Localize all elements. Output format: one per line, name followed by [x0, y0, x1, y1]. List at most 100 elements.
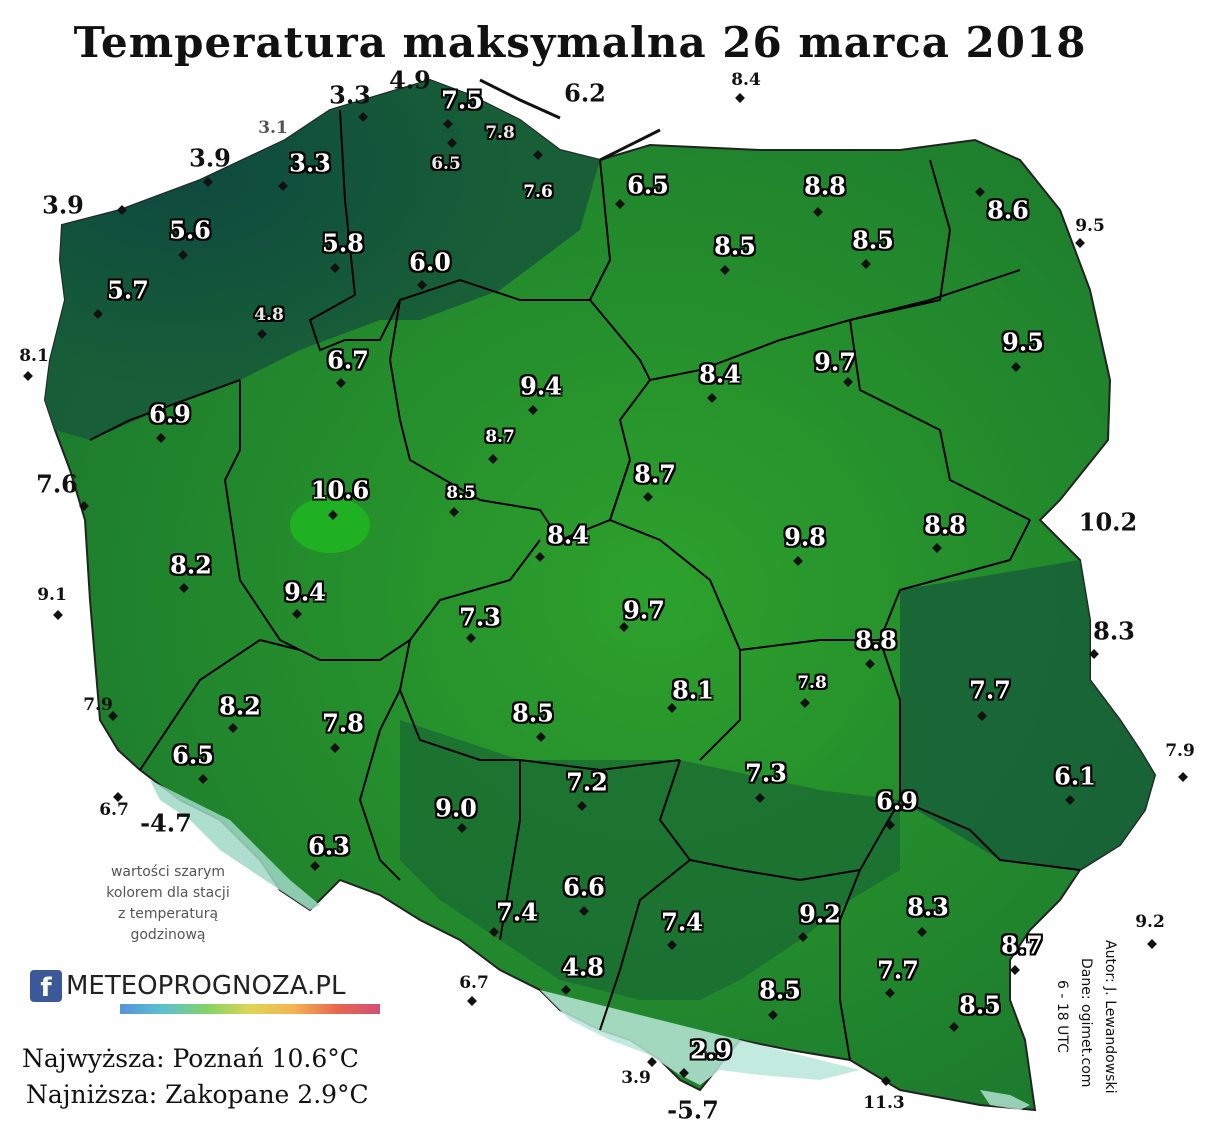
station-temperature: 5.8 [322, 228, 364, 258]
logo-text: METEOPROGNOZA.PL [66, 971, 346, 1001]
station-temperature: 8.4 [547, 520, 589, 550]
station-temperature: 8.2 [170, 550, 212, 580]
credits: Autor: J. Lewandowski Dane: ogimet.com 6… [1000, 940, 1140, 1120]
station-temperature: 7.9 [83, 695, 113, 715]
station-temperature: 9.2 [799, 899, 841, 929]
station-temperature: 9.1 [37, 585, 67, 605]
station-temperature: 6.3 [308, 831, 350, 861]
station-temperature: 8.8 [924, 510, 966, 540]
station-temperature: 6.7 [327, 345, 369, 375]
facebook-icon[interactable]: f [30, 970, 62, 1003]
station-temperature: 8.7 [485, 427, 515, 447]
note-line: kolorem dla stacji [106, 885, 230, 901]
tatra-mountains [540, 990, 860, 1085]
time-range: 6 - 18 UTC [1054, 980, 1070, 1053]
author-credit: Autor: J. Lewandowski [1102, 940, 1118, 1094]
station-temperature: 6.0 [409, 247, 451, 277]
station-temperature: 9.8 [784, 522, 826, 552]
station-temperature: 7.9 [1165, 741, 1195, 761]
gray-values-note: wartości szarym kolorem dla stacji z tem… [88, 862, 248, 946]
hel-peninsula [479, 78, 561, 120]
station-temperature: 9.4 [284, 577, 326, 607]
station-temperature: -4.7 [140, 808, 192, 838]
station-temperature: 8.4 [731, 70, 761, 90]
sudety-mountains [150, 780, 320, 910]
station-temperature: 7.6 [36, 469, 78, 499]
station-temperature: 7.6 [523, 182, 553, 202]
station-temperature: 3.9 [42, 190, 84, 220]
station-temperature: 9.5 [1075, 216, 1105, 236]
station-temperature: 4.8 [254, 305, 284, 325]
station-temperature: 8.7 [1001, 930, 1043, 960]
note-line: z temperaturą [117, 906, 219, 922]
station-temperature: 6.5 [172, 740, 214, 770]
station-temperature: 7.5 [441, 85, 483, 115]
station-temperature: 9.7 [814, 347, 856, 377]
northwest-dark-region [45, 80, 600, 440]
note-line: godzinową [130, 927, 206, 943]
station-temperature: -5.7 [667, 1095, 719, 1125]
data-source: Dane: ogimet.com [1078, 958, 1094, 1088]
station-temperature: 8.5 [959, 990, 1001, 1020]
map-title: Temperatura maksymalna 26 marca 2018 [73, 18, 1087, 67]
station-temperature: 6.9 [149, 399, 191, 429]
station-temperature: 9.4 [520, 371, 562, 401]
station-temperature: 3.1 [258, 118, 288, 138]
station-temperature: 8.6 [987, 195, 1029, 225]
voivodeship-borders [89, 109, 1081, 1061]
station-temperature: 8.3 [1093, 616, 1135, 646]
station-temperature: 8.5 [512, 698, 554, 728]
bieszczady-mountains [980, 1090, 1030, 1110]
station-temperature: 8.5 [446, 483, 476, 503]
station-temperature: 9.5 [1002, 327, 1044, 357]
station-temperature: 6.2 [564, 78, 606, 108]
station-temperature: 3.3 [289, 148, 331, 178]
station-temperature: 5.6 [169, 215, 211, 245]
station-temperature: 4.9 [389, 65, 431, 95]
station-temperature: 3.9 [621, 1068, 651, 1088]
southeast-dark-region [900, 560, 1155, 870]
station-temperature: 10.2 [1078, 507, 1138, 537]
station-temperature: 8.5 [759, 975, 801, 1005]
station-temperature: 6.9 [876, 786, 918, 816]
station-temperature: 8.7 [634, 459, 676, 489]
station-temperature: 8.3 [907, 892, 949, 922]
station-temperature: 7.8 [322, 708, 364, 738]
vistula-spit [599, 128, 661, 162]
logo-color-bar [120, 1004, 380, 1014]
station-temperature: 7.7 [969, 675, 1011, 705]
highest-temperature: Najwyższa: Poznań 10.6°C [22, 1044, 359, 1073]
note-line: wartości szarym [110, 864, 226, 880]
station-temperature: 7.3 [745, 758, 787, 788]
station-temperature: 8.2 [219, 691, 261, 721]
meteoprognoza-logo[interactable]: f METEOPROGNOZA.PL [30, 968, 345, 1004]
station-temperature: 9.7 [623, 595, 665, 625]
station-temperature: 3.9 [189, 143, 231, 173]
station-temperature: 8.1 [19, 346, 49, 366]
station-temperature: 3.3 [329, 80, 371, 110]
station-temperature: 7.8 [797, 673, 827, 693]
station-temperature: 9.2 [1135, 912, 1165, 932]
station-temperature: 8.4 [699, 359, 741, 389]
station-temperature: 11.3 [863, 1093, 905, 1113]
station-temperature: 7.8 [485, 123, 515, 143]
station-temperature: 4.8 [562, 952, 604, 982]
station-temperature: 8.8 [855, 625, 897, 655]
station-temperature: 6.5 [627, 170, 669, 200]
lowest-temperature: Najniższa: Zakopane 2.9°C [26, 1080, 369, 1109]
station-temperature: 6.6 [563, 872, 605, 902]
station-temperature: 10.6 [310, 475, 370, 505]
station-temperature: 8.5 [714, 231, 756, 261]
station-temperature: 8.5 [852, 225, 894, 255]
station-temperature: 8.8 [804, 171, 846, 201]
station-temperature: 7.3 [459, 602, 501, 632]
station-temperature: 8.1 [672, 675, 714, 705]
central-warm-area [290, 497, 370, 553]
station-temperature: 2.9 [690, 1035, 732, 1065]
station-temperature: 7.2 [566, 767, 608, 797]
station-temperature: 9.0 [435, 793, 477, 823]
station-temperature: 7.7 [877, 955, 919, 985]
station-temperature: 6.1 [1054, 761, 1096, 791]
station-temperature: 6.5 [431, 154, 461, 174]
